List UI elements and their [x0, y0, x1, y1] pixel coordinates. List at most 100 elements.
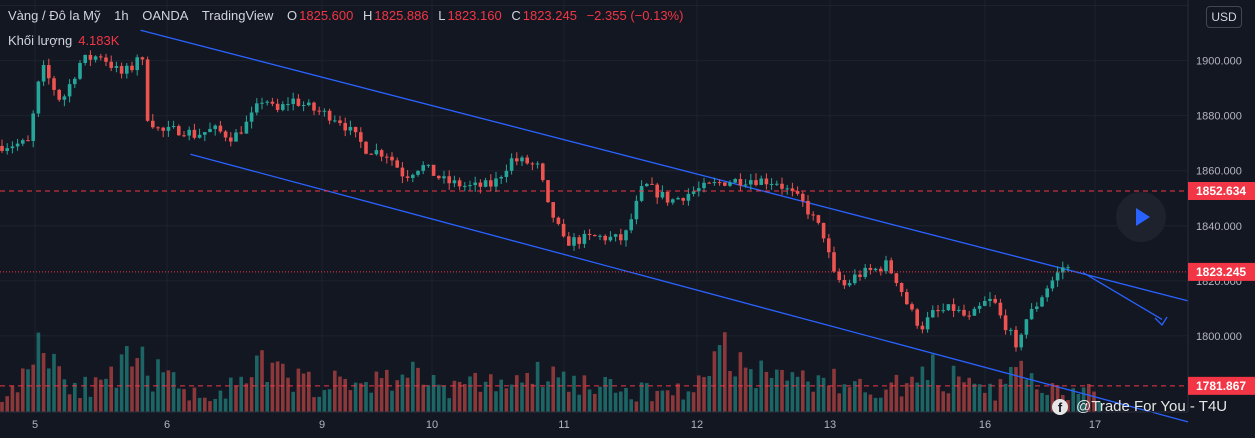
candle-body: [587, 233, 592, 236]
candle-body: [421, 165, 425, 171]
volume-bar: [239, 376, 243, 412]
volume-bar: [416, 367, 420, 412]
candle-body: [270, 101, 275, 104]
volume-bar: [712, 351, 717, 412]
volume-bar: [1014, 367, 1018, 412]
candle-body: [832, 252, 836, 272]
volume-bar: [645, 383, 649, 412]
candle-body: [504, 170, 509, 178]
candle-body: [894, 273, 899, 284]
volume-bar: [177, 388, 181, 412]
candle-body: [1061, 267, 1065, 273]
candle-body: [889, 260, 893, 274]
y-tick-label: 1840.000: [1196, 221, 1242, 233]
volume-bar: [795, 376, 800, 412]
volume-bar: [483, 381, 488, 412]
candle-body: [728, 182, 732, 186]
volume-bar: [624, 388, 628, 412]
volume-bar: [197, 397, 202, 412]
y-tick-label: 1860.000: [1196, 166, 1242, 178]
candle-body: [426, 164, 431, 166]
volume-bar: [390, 390, 394, 412]
candle-body: [473, 182, 477, 186]
volume-bar: [1009, 367, 1013, 412]
channel-line: [190, 153, 1189, 423]
volume-bar: [977, 384, 982, 412]
candle-body: [759, 178, 763, 185]
candle-body: [400, 167, 405, 177]
volume-bar: [426, 385, 431, 412]
volume-bar: [431, 375, 436, 412]
candle-body: [790, 188, 795, 192]
candle-body: [291, 98, 295, 105]
symbol-name[interactable]: Vàng / Đô la Mỹ: [8, 8, 101, 23]
volume-bar: [759, 360, 763, 412]
candle-body: [36, 81, 41, 114]
candle-body: [681, 198, 685, 201]
candle-body: [842, 279, 847, 286]
candle-body: [712, 182, 717, 184]
volume-bar: [790, 372, 795, 412]
volume-bar: [546, 381, 550, 412]
interval-label[interactable]: 1h: [114, 8, 129, 23]
volume-bar: [951, 365, 956, 412]
candle-body: [650, 183, 654, 185]
volume-bar: [863, 392, 867, 412]
candle-body: [93, 56, 98, 60]
volume-bar: [343, 378, 347, 412]
volume-bar: [915, 382, 919, 412]
candle-body: [88, 54, 93, 60]
volume-bar: [806, 381, 810, 412]
volume-bar: [1087, 383, 1091, 412]
candle-body: [707, 182, 711, 184]
volume-bar: [686, 391, 691, 412]
open-label: O: [287, 8, 298, 23]
currency-button[interactable]: USD: [1206, 6, 1242, 28]
candle-body: [988, 298, 992, 301]
volume-bar: [567, 391, 571, 412]
facebook-icon: f: [1052, 398, 1068, 415]
trend-channel[interactable]: [140, 29, 1189, 423]
volume-bar: [192, 387, 197, 412]
candle-body: [244, 121, 249, 134]
volume-legend: Khối lượng 4.183K: [8, 33, 119, 48]
candle-body: [639, 186, 644, 201]
volume-bar: [780, 369, 784, 412]
symbol-legend: Vàng / Đô la Mỹ 1h OANDA TradingView O 18…: [8, 8, 689, 23]
volume-bar: [723, 332, 727, 412]
x-tick-label: 12: [691, 419, 703, 431]
candle-body: [837, 271, 841, 280]
candle-body: [260, 102, 264, 104]
candle-body: [197, 134, 202, 138]
volume-bar: [223, 398, 228, 412]
candle-body: [873, 268, 878, 271]
x-tick-label: 17: [1089, 419, 1101, 431]
candle-body: [806, 200, 810, 215]
candlesticks: [0, 50, 1070, 352]
candle-body: [73, 78, 77, 85]
candle-body: [62, 96, 67, 100]
volume-bar: [1003, 383, 1008, 412]
volume-bar: [1076, 393, 1081, 412]
candle-body: [499, 177, 503, 179]
candle-body: [665, 191, 670, 203]
volume-bar: [665, 390, 670, 412]
candle-body: [322, 110, 327, 112]
volume-bars: [0, 332, 1101, 412]
watermark-text: @Trade For You - T4U: [1076, 398, 1228, 415]
volume-bar: [379, 378, 384, 412]
x-tick-label: 9: [319, 419, 325, 431]
volume-bar: [249, 377, 254, 412]
candle-body: [629, 219, 633, 231]
candle-body: [374, 150, 379, 155]
volume-bar: [405, 377, 410, 412]
candle-body: [333, 120, 337, 122]
volume-bar: [182, 389, 186, 412]
candle-body: [853, 274, 857, 284]
volume-bar: [36, 332, 41, 412]
volume-bar: [905, 383, 909, 412]
candle-body: [905, 292, 909, 305]
play-icon[interactable]: [1116, 192, 1166, 242]
volume-label[interactable]: Khối lượng: [8, 33, 73, 48]
